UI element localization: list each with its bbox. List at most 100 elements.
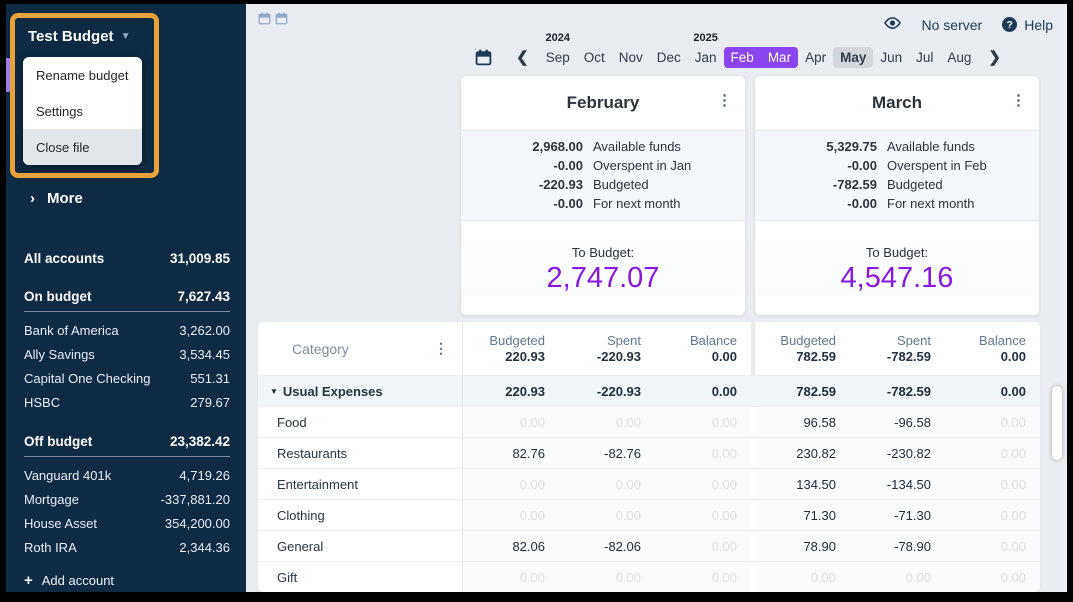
- account-group-on-budget[interactable]: On budget 7,627.43: [24, 285, 230, 312]
- cell-mar-spent-clothing[interactable]: -71.30: [850, 500, 945, 530]
- to-budget-amount[interactable]: 2,747.07: [546, 262, 660, 294]
- account-row-hsbc[interactable]: HSBC 279.67: [24, 390, 230, 414]
- add-account-button[interactable]: + Add account: [24, 572, 230, 589]
- cell-mar-balance-gift[interactable]: 0.00: [945, 562, 1040, 592]
- cell-mar-spent-restaurants[interactable]: -230.82: [850, 438, 945, 468]
- month-dec[interactable]: Dec: [656, 49, 681, 65]
- category-cell-gift[interactable]: Gift: [258, 562, 463, 592]
- month-jul[interactable]: Jul: [916, 49, 934, 65]
- cell-feb-budgeted-clothing[interactable]: 0.00: [463, 500, 559, 530]
- calendar-icon[interactable]: [275, 12, 288, 30]
- sidebar-item-more[interactable]: › More: [30, 190, 83, 207]
- menu-item-settings[interactable]: Settings: [36, 103, 83, 119]
- cell-mar-budgeted-usual-expenses[interactable]: 782.59: [796, 383, 836, 399]
- cell-feb-budgeted-usual-expenses[interactable]: 220.93: [505, 383, 545, 399]
- cell-feb-spent-entertainment[interactable]: 0.00: [559, 469, 655, 499]
- cell-feb-spent-gift[interactable]: 0.00: [559, 562, 655, 592]
- account-group-off-budget[interactable]: Off budget 23,382.42: [24, 430, 230, 457]
- menu-item-rename-budget[interactable]: Rename budget: [36, 67, 129, 83]
- cell-feb-balance-usual-expenses[interactable]: 0.00: [711, 383, 737, 399]
- column-header-mar-balance[interactable]: Balance 0.00: [945, 322, 1040, 375]
- month-menu-dots-icon[interactable]: ⋮: [1011, 92, 1026, 109]
- month-oct[interactable]: Oct: [583, 49, 605, 65]
- cell-feb-budgeted-restaurants[interactable]: 82.76: [463, 438, 559, 468]
- account-row-all-accounts[interactable]: All accounts 31,009.85: [24, 246, 230, 270]
- cell-feb-balance-entertainment[interactable]: 0.00: [655, 469, 751, 499]
- cell-feb-balance-clothing[interactable]: 0.00: [655, 500, 751, 530]
- to-budget-amount[interactable]: 4,547.16: [840, 262, 954, 294]
- cell-mar-balance-entertainment[interactable]: 0.00: [945, 469, 1040, 499]
- collapse-arrow-icon[interactable]: ▼: [270, 386, 278, 396]
- privacy-eye-button[interactable]: [883, 16, 902, 33]
- category-cell-restaurants[interactable]: Restaurants: [258, 438, 463, 468]
- category-cell-entertainment[interactable]: Entertainment: [258, 469, 463, 499]
- column-header-feb-balance[interactable]: Balance 0.00: [655, 322, 751, 375]
- column-header-mar-budgeted[interactable]: Budgeted 782.59: [755, 322, 850, 375]
- column-header-mar-spent[interactable]: Spent -782.59: [850, 322, 945, 375]
- month-feb[interactable]: Feb: [723, 46, 761, 68]
- cell-mar-spent-usual-expenses[interactable]: -782.59: [886, 383, 931, 399]
- account-row-ally-savings[interactable]: Ally Savings 3,534.45: [24, 342, 230, 366]
- month-menu-dots-icon[interactable]: ⋮: [717, 92, 732, 109]
- month-nov[interactable]: Nov: [618, 49, 643, 65]
- cell-mar-spent-food[interactable]: -96.58: [850, 407, 945, 437]
- month-may[interactable]: May: [833, 46, 874, 68]
- cell-feb-spent-restaurants[interactable]: -82.76: [559, 438, 655, 468]
- account-row-vanguard-401k[interactable]: Vanguard 401k 4,719.26: [24, 463, 230, 487]
- help-button[interactable]: ? Help: [1002, 17, 1053, 33]
- account-row-mortgage[interactable]: Mortgage -337,881.20: [24, 487, 230, 511]
- cell-mar-budgeted-clothing[interactable]: 71.30: [755, 500, 850, 530]
- cell-feb-spent-food[interactable]: 0.00: [559, 407, 655, 437]
- account-row-house-asset[interactable]: House Asset 354,200.00: [24, 511, 230, 535]
- cell-mar-budgeted-gift[interactable]: 0.00: [755, 562, 850, 592]
- category-cell-clothing[interactable]: Clothing: [258, 500, 463, 530]
- cell-feb-balance-restaurants[interactable]: 0.00: [655, 438, 751, 468]
- cell-feb-spent-clothing[interactable]: 0.00: [559, 500, 655, 530]
- account-row-bank-of-america[interactable]: Bank of America 3,262.00: [24, 318, 230, 342]
- cell-feb-balance-gift[interactable]: 0.00: [655, 562, 751, 592]
- category-menu-dots-icon[interactable]: ⋮: [434, 340, 448, 356]
- month-apr[interactable]: Apr: [805, 49, 827, 65]
- cell-mar-budgeted-restaurants[interactable]: 230.82: [755, 438, 850, 468]
- cell-mar-budgeted-general[interactable]: 78.90: [755, 531, 850, 561]
- cell-mar-balance-restaurants[interactable]: 0.00: [945, 438, 1040, 468]
- month-jan[interactable]: Jan 2025: [693, 31, 718, 65]
- budget-name-dropdown[interactable]: Test Budget ▼: [28, 28, 130, 45]
- calendar-icon[interactable]: [258, 12, 271, 30]
- account-row-capital-one-checking[interactable]: Capital One Checking 551.31: [24, 366, 230, 390]
- cell-feb-budgeted-general[interactable]: 82.06: [463, 531, 559, 561]
- cell-mar-balance-usual-expenses[interactable]: 0.00: [1000, 383, 1026, 399]
- account-row-roth-ira[interactable]: Roth IRA 2,344.36: [24, 535, 230, 559]
- cell-mar-budgeted-food[interactable]: 96.58: [755, 407, 850, 437]
- cell-mar-balance-general[interactable]: 0.00: [945, 531, 1040, 561]
- cell-mar-spent-entertainment[interactable]: -134.50: [850, 469, 945, 499]
- month-jun[interactable]: Jun: [880, 49, 903, 65]
- cell-mar-budgeted-entertainment[interactable]: 134.50: [755, 469, 850, 499]
- month-sep[interactable]: Sep 2024: [545, 31, 570, 65]
- to-budget-section: To Budget: 4,547.16: [755, 245, 1039, 295]
- menu-item-close-file[interactable]: Close file: [23, 129, 142, 165]
- cell-mar-balance-clothing[interactable]: 0.00: [945, 500, 1040, 530]
- vertical-scrollbar-thumb[interactable]: [1052, 386, 1062, 460]
- cell-mar-balance-food[interactable]: 0.00: [945, 407, 1040, 437]
- cell-feb-balance-general[interactable]: 0.00: [655, 531, 751, 561]
- calendar-icon[interactable]: [475, 49, 492, 66]
- cell-feb-spent-usual-expenses[interactable]: -220.93: [596, 383, 641, 399]
- column-header-feb-budgeted[interactable]: Budgeted 220.93: [463, 322, 559, 375]
- month-aug[interactable]: Aug: [947, 49, 972, 65]
- category-cell-general[interactable]: General: [258, 531, 463, 561]
- cell-feb-budgeted-gift[interactable]: 0.00: [463, 562, 559, 592]
- column-header-feb-spent[interactable]: Spent -220.93: [559, 322, 655, 375]
- previous-month-button[interactable]: ❮: [516, 49, 529, 66]
- cell-mar-spent-gift[interactable]: 0.00: [850, 562, 945, 592]
- cell-mar-spent-general[interactable]: -78.90: [850, 531, 945, 561]
- cell-feb-balance-food[interactable]: 0.00: [655, 407, 751, 437]
- cell-feb-budgeted-food[interactable]: 0.00: [463, 407, 559, 437]
- month-mar[interactable]: Mar: [760, 46, 799, 68]
- category-cell-usual-expenses[interactable]: ▼ Usual Expenses: [258, 376, 463, 406]
- next-month-button[interactable]: ❯: [988, 49, 1001, 66]
- category-cell-food[interactable]: Food: [258, 407, 463, 437]
- cell-feb-spent-general[interactable]: -82.06: [559, 531, 655, 561]
- cell-feb-budgeted-entertainment[interactable]: 0.00: [463, 469, 559, 499]
- server-status-button[interactable]: No server: [922, 17, 983, 33]
